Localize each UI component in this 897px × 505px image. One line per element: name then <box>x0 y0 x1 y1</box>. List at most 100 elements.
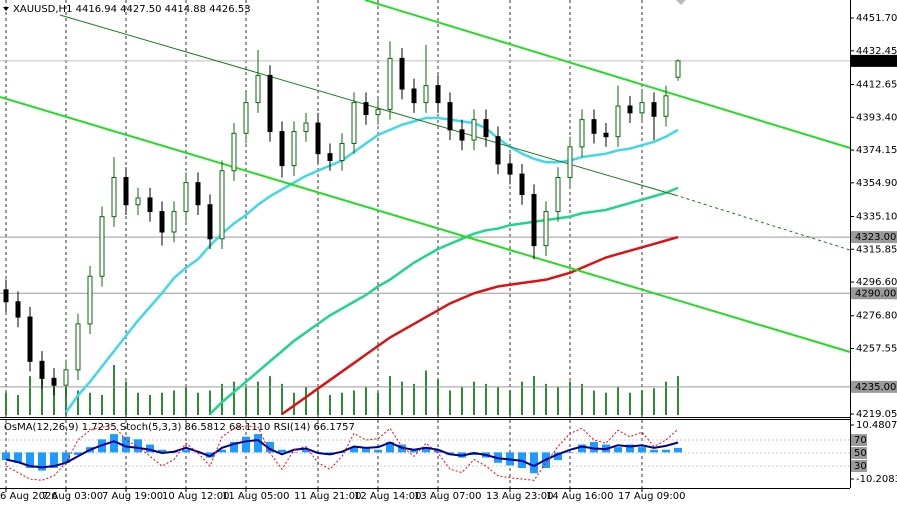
candle-body <box>351 102 357 144</box>
candle-body <box>135 197 141 206</box>
candle-body <box>63 369 69 386</box>
candle-body <box>423 85 429 104</box>
level-box <box>851 447 867 460</box>
candle-body <box>519 173 525 196</box>
osma-bar <box>362 447 370 453</box>
osma-bar <box>74 452 82 455</box>
osma-bar <box>122 436 130 453</box>
channel-lower <box>0 96 851 353</box>
title-arrow <box>3 7 9 11</box>
candle-body <box>495 136 501 165</box>
y-tick-label: 4354.90 <box>856 178 897 189</box>
x-tick-label: 7 Aug 03:00 <box>42 491 103 502</box>
candle-body <box>231 132 237 172</box>
osma-bar <box>626 444 634 453</box>
y2-tick-label: 70 <box>854 435 867 446</box>
trend-line-ext <box>674 194 851 251</box>
x-tick-label: 7 Aug 19:00 <box>102 491 163 502</box>
x-tick-label: 17 Aug 09:00 <box>618 491 685 502</box>
y-tick-label: 4393.40 <box>856 112 897 123</box>
osma-bar <box>578 444 586 453</box>
candle-body <box>387 57 393 110</box>
osma-bar <box>110 434 118 453</box>
osma-bar <box>374 449 382 453</box>
candle-body <box>315 122 321 155</box>
osma-bar <box>182 449 190 453</box>
osma-bar <box>410 449 418 453</box>
x-tick-label: 14 Aug 16:00 <box>546 491 613 502</box>
candle-body <box>87 275 93 325</box>
y2-tick-label: 30 <box>854 461 867 472</box>
osma-bar <box>638 447 646 453</box>
candle-body <box>303 122 309 133</box>
level-box <box>851 380 897 393</box>
x-tick-label: 13 Aug 07:00 <box>414 491 481 502</box>
candle-body <box>399 57 405 90</box>
candle-body <box>411 88 417 104</box>
y-tick-label: 4451.70 <box>856 13 897 24</box>
current-price-box <box>851 54 897 67</box>
osma-bar <box>218 449 226 453</box>
candle-body <box>171 211 177 233</box>
channel-upper <box>364 0 851 149</box>
osma-bar <box>38 452 46 471</box>
y-tick-label: -10.2083 <box>856 474 897 485</box>
candle-body <box>591 119 597 134</box>
osma-bar <box>290 452 298 453</box>
osma-bar <box>530 452 538 474</box>
x-tick-label: 11 Aug 21:00 <box>294 491 361 502</box>
osma-bar <box>230 441 238 453</box>
osma-bar <box>590 441 598 453</box>
candle-body <box>531 194 537 247</box>
candle-body <box>363 102 369 116</box>
candle-body <box>267 74 273 133</box>
osma-bar <box>350 447 358 453</box>
candle-body <box>507 163 513 175</box>
y-tick-label: 4219.05 <box>856 409 897 420</box>
osma-bar <box>14 452 22 463</box>
x-tick-label: 13 Aug 23:00 <box>486 491 553 502</box>
candle-body <box>51 377 57 386</box>
osma-bar <box>434 449 442 453</box>
candle-body <box>243 102 249 134</box>
candle-body <box>255 74 261 104</box>
x-tick-label: 6 Aug 2026 <box>0 491 58 502</box>
x-tick-label: 12 Aug 14:00 <box>354 491 421 502</box>
candle-body <box>147 197 153 213</box>
osma-bar <box>302 449 310 453</box>
candle-body <box>639 102 645 114</box>
candle-body <box>483 119 489 138</box>
osma-bar <box>566 452 574 453</box>
candle-body <box>435 85 441 104</box>
y-tick-label: 10.4807 <box>856 420 897 431</box>
osma-bar <box>50 452 58 469</box>
candle-body <box>663 95 669 117</box>
candle-body <box>291 131 297 167</box>
candle-body <box>183 182 189 213</box>
candle-body <box>75 323 81 371</box>
osma-bar <box>206 452 214 458</box>
candle-body <box>99 216 105 277</box>
moving-average <box>281 235 679 416</box>
level-box <box>851 287 897 300</box>
osma-bar <box>614 447 622 453</box>
osma-bar <box>650 449 658 453</box>
osma-bar <box>2 452 10 461</box>
level-label: 4235.00 <box>855 382 896 393</box>
candle-body <box>207 204 213 240</box>
chart-title: XAUUSD,H1 4416.94 4427.50 4414.88 4426.5… <box>13 4 251 15</box>
candle-body <box>459 129 465 141</box>
candle-body <box>471 119 477 141</box>
osma-bar <box>674 447 682 453</box>
x-tick-label: 11 Aug 05:00 <box>222 491 289 502</box>
y-tick-label: 4374.15 <box>856 145 897 156</box>
osma-bar <box>26 452 34 469</box>
osma-bar <box>266 441 274 453</box>
osma-bar <box>158 449 166 453</box>
level-box <box>851 460 867 473</box>
candle-body <box>603 132 609 138</box>
candle-body <box>627 105 633 114</box>
candle-body <box>543 211 549 247</box>
candle-body <box>615 105 621 138</box>
